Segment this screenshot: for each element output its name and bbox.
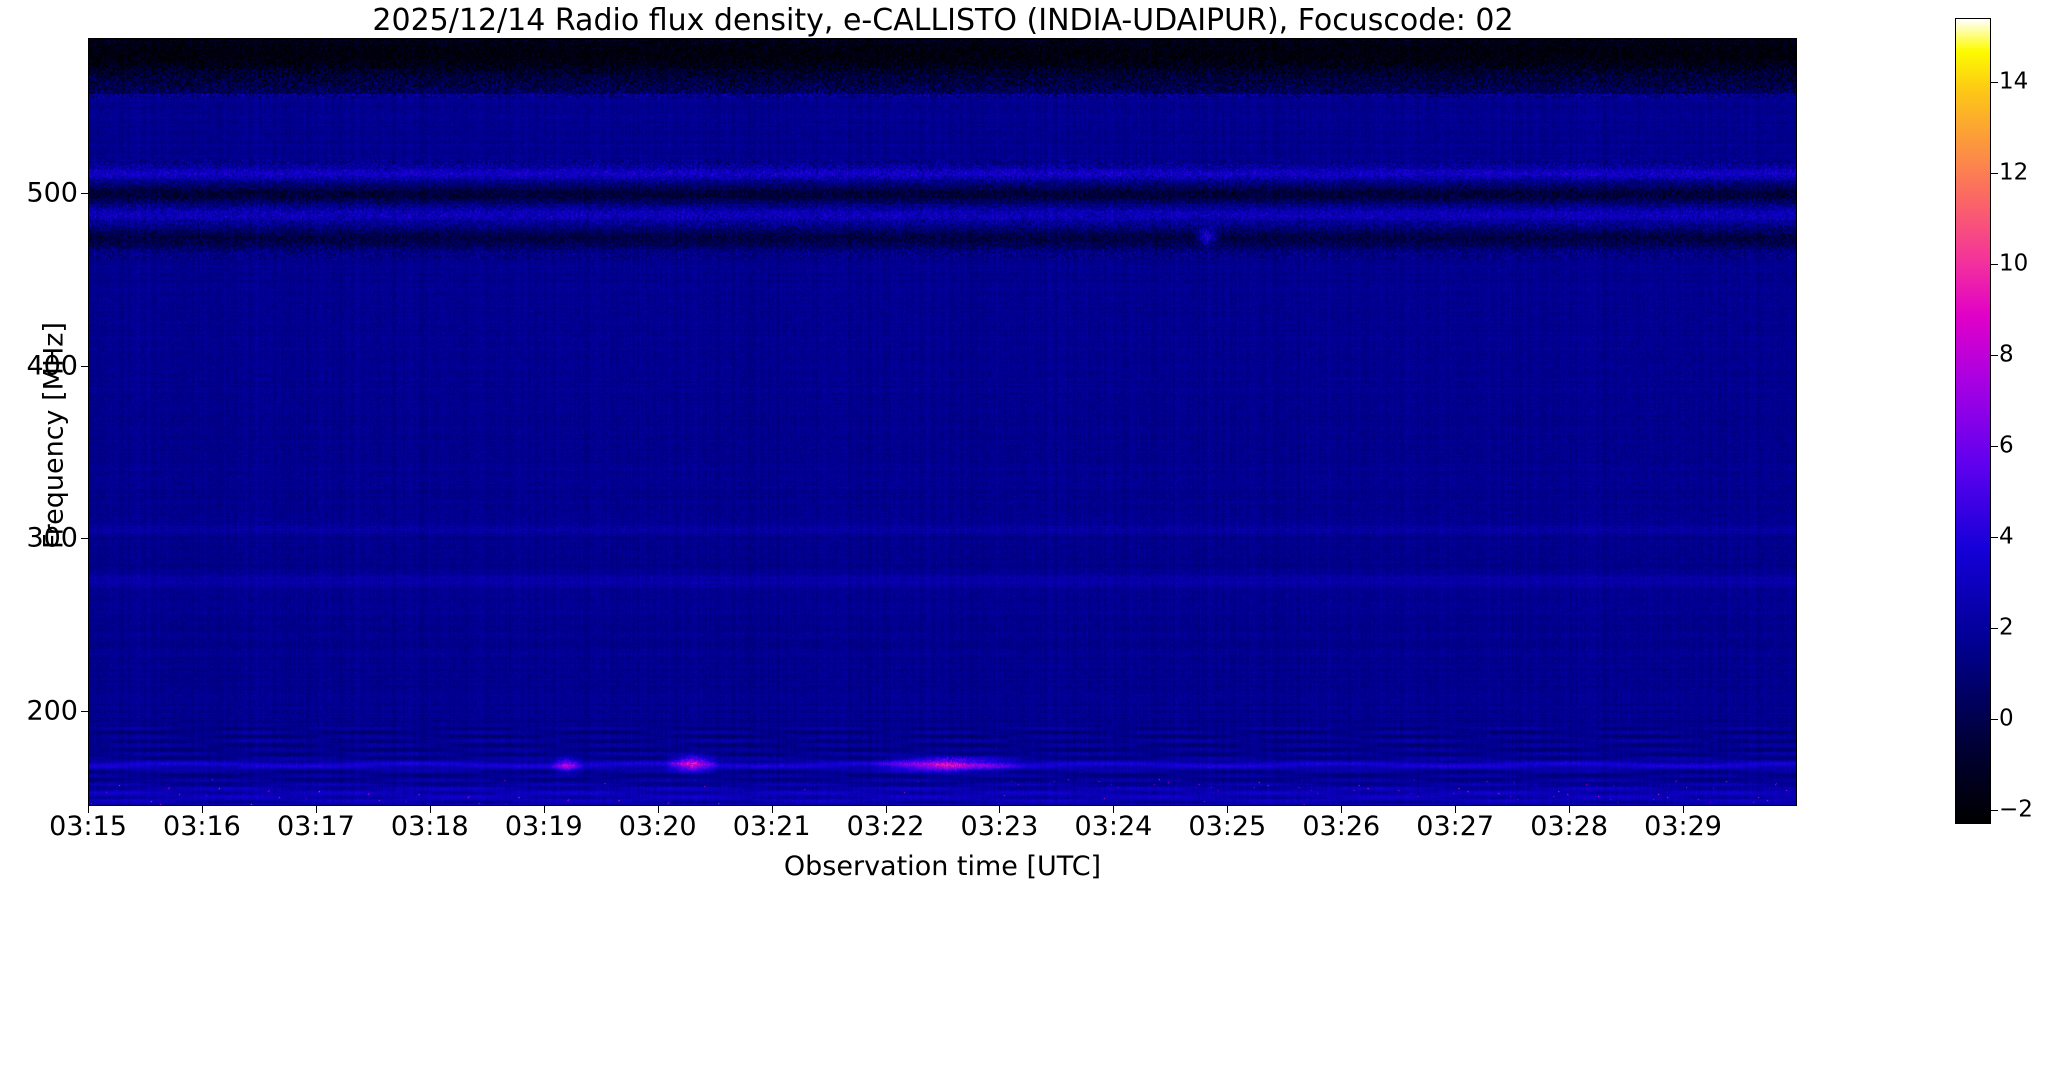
colorbar-tick-mark: [1991, 810, 1998, 812]
colorbar-tick-label: 4: [1999, 523, 2014, 550]
colorbar-tick-label: 2: [1999, 614, 2014, 641]
colorbar-tick-mark: [1991, 446, 1998, 448]
x-axis-tick-label: 03:23: [960, 811, 1039, 842]
x-axis-tick-label: 03:17: [276, 811, 355, 842]
colorbar-tick-mark: [1991, 263, 1998, 265]
y-axis-label: Frequency [MHz]: [38, 322, 70, 549]
x-axis-tick-label: 03:25: [1188, 811, 1267, 842]
x-axis-tick-mark: [771, 806, 773, 813]
x-axis-tick-label: 03:27: [1416, 811, 1495, 842]
spectrogram-plot-area: [88, 38, 1797, 806]
x-axis-tick-mark: [657, 806, 659, 813]
y-axis-tick-mark: [81, 538, 88, 540]
x-axis-tick-mark: [201, 806, 203, 813]
colorbar-tick-mark: [1991, 628, 1998, 630]
y-axis-tick-mark: [81, 365, 88, 367]
colorbar-tick-label: 8: [1999, 341, 2014, 368]
x-axis-tick-mark: [88, 806, 89, 813]
x-axis-tick-label: 03:24: [1074, 811, 1153, 842]
colorbar-tick-mark: [1991, 354, 1998, 356]
colorbar-tick-mark: [1991, 81, 1998, 83]
x-axis-tick-mark: [543, 806, 545, 813]
x-axis-tick-mark: [1341, 806, 1343, 813]
x-axis-tick-label: 03:22: [846, 811, 925, 842]
x-axis-tick-label: 03:26: [1302, 811, 1381, 842]
colorbar-gradient: [1956, 19, 1990, 823]
y-axis-tick-mark: [81, 711, 88, 713]
colorbar-tick-label: 10: [1999, 250, 2029, 277]
colorbar-tick-label: 14: [1999, 68, 2029, 95]
x-axis-label: Observation time [UTC]: [783, 851, 1102, 882]
colorbar-tick-mark: [1991, 719, 1998, 721]
colorbar-tick-label: −2: [1999, 796, 2033, 823]
colorbar-tick-label: 0: [1999, 705, 2014, 732]
x-axis-tick-mark: [1227, 806, 1229, 813]
colorbar-tick-label: 12: [1999, 159, 2029, 186]
x-axis-tick-mark: [999, 806, 1001, 813]
x-axis-tick-mark: [1569, 806, 1571, 813]
y-axis-tick-mark: [81, 193, 88, 195]
x-axis-tick-mark: [885, 806, 887, 813]
x-axis-tick-label: 03:15: [49, 811, 127, 842]
y-axis-tick-label: 200: [26, 695, 78, 727]
page-title: 2025/12/14 Radio flux density, e-CALLIST…: [372, 3, 1514, 38]
colorbar: [1955, 18, 1991, 824]
y-axis-tick-label: 500: [26, 177, 78, 209]
x-axis-tick-mark: [1113, 806, 1115, 813]
x-axis-tick-label: 03:19: [504, 811, 583, 842]
x-axis-tick-mark: [1455, 806, 1457, 813]
spectrogram-heatmap: [89, 39, 1796, 805]
y-axis-ticks: 500 400 300 200: [0, 0, 78, 1067]
x-axis-tick-label: 03:29: [1644, 811, 1722, 842]
x-axis-tick-label: 03:21: [732, 811, 811, 842]
y-axis-tick-label: 400: [26, 350, 78, 382]
x-axis-tick-mark: [1683, 806, 1685, 813]
x-axis-tick-label: 03:18: [390, 811, 469, 842]
x-axis-tick-label: 03:20: [618, 811, 697, 842]
x-axis-tick-label: 03:28: [1530, 811, 1609, 842]
colorbar-tick-mark: [1991, 537, 1998, 539]
x-axis-tick-mark: [429, 806, 431, 813]
colorbar-tick-label: 6: [1999, 432, 2014, 459]
colorbar-tick-mark: [1991, 172, 1998, 174]
y-axis-tick-label: 300: [26, 522, 78, 554]
x-axis-tick-label: 03:16: [163, 811, 241, 842]
x-axis-tick-mark: [315, 806, 317, 813]
